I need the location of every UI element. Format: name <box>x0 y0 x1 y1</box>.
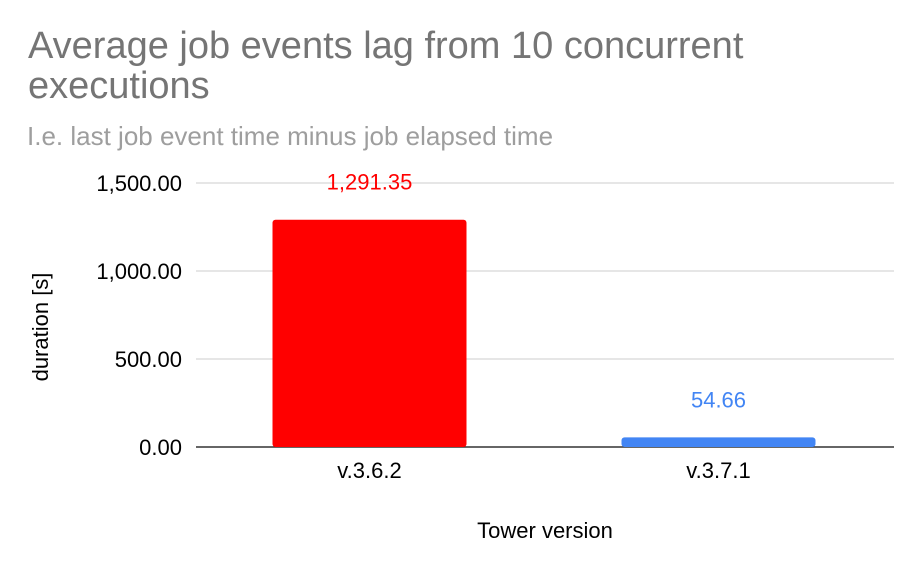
bars <box>272 219 816 447</box>
bar-v.3.7.1 <box>621 437 816 447</box>
data-label: 54.66 <box>691 387 746 412</box>
x-tick-labels: v.3.6.2 v.3.7.1 <box>337 458 750 483</box>
y-tick-label: 0.00 <box>139 435 182 460</box>
data-label: 1,291.35 <box>327 170 413 195</box>
y-tick-label: 500.00 <box>115 347 182 372</box>
x-axis-title: Tower version <box>477 518 613 543</box>
y-tick-label: 1,000.00 <box>96 259 182 284</box>
y-tick-label: 1,500.00 <box>96 171 182 196</box>
y-tick-labels: 0.00 500.00 1,000.00 1,500.00 <box>96 171 182 460</box>
data-labels: 1,291.35 54.66 <box>327 170 746 413</box>
chart-subtitle: I.e. last job event time minus job elaps… <box>27 121 554 151</box>
y-axis-title: duration [s] <box>28 273 53 382</box>
x-tick-label: v.3.6.2 <box>337 458 401 483</box>
x-tick-label: v.3.7.1 <box>686 458 750 483</box>
bar-v.3.6.2 <box>272 219 467 447</box>
chart-title: Average job events lag from 10 concurren… <box>28 25 744 107</box>
